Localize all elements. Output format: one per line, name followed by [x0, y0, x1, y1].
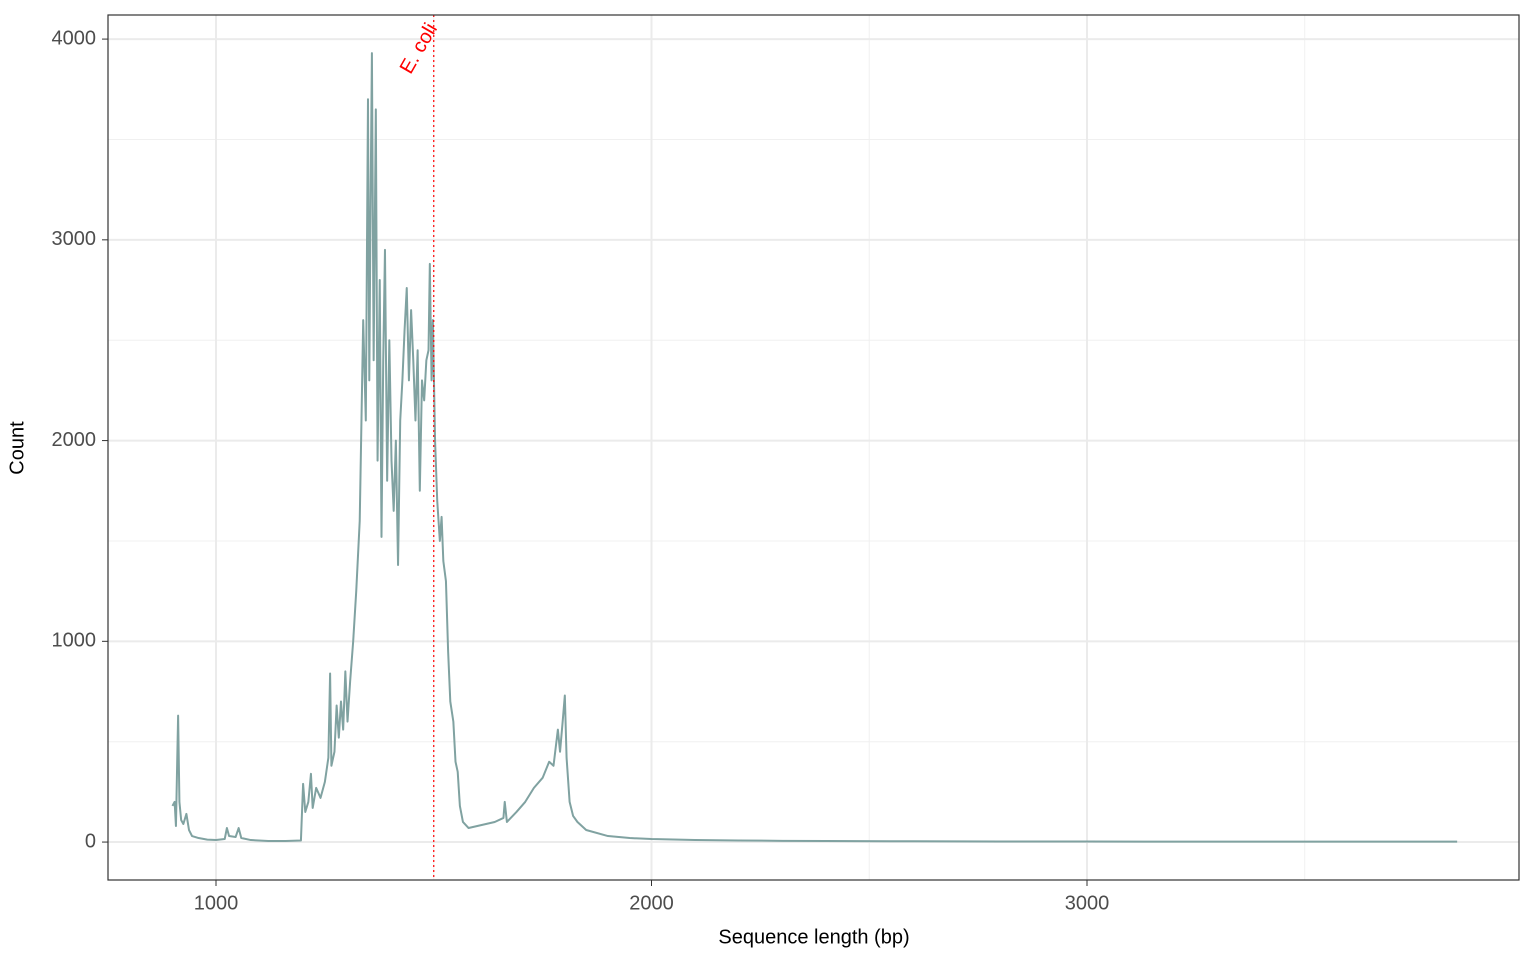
y-tick-label: 2000 [52, 429, 97, 451]
x-tick-label: 2000 [629, 892, 674, 914]
panel-border [107, 14, 1520, 881]
x-tick-label: 1000 [194, 892, 239, 914]
x-tick-label: 3000 [1065, 892, 1110, 914]
y-tick-label: 0 [85, 830, 96, 852]
data-line [171, 52, 1458, 843]
x-axis-title: Sequence length (bp) [718, 926, 909, 948]
y-tick-label: 3000 [52, 228, 97, 250]
reference-label: E. coli [396, 20, 442, 78]
y-tick-label: 4000 [52, 27, 97, 49]
y-axis-title: Count [6, 421, 28, 475]
y-tick-label: 1000 [52, 630, 97, 652]
